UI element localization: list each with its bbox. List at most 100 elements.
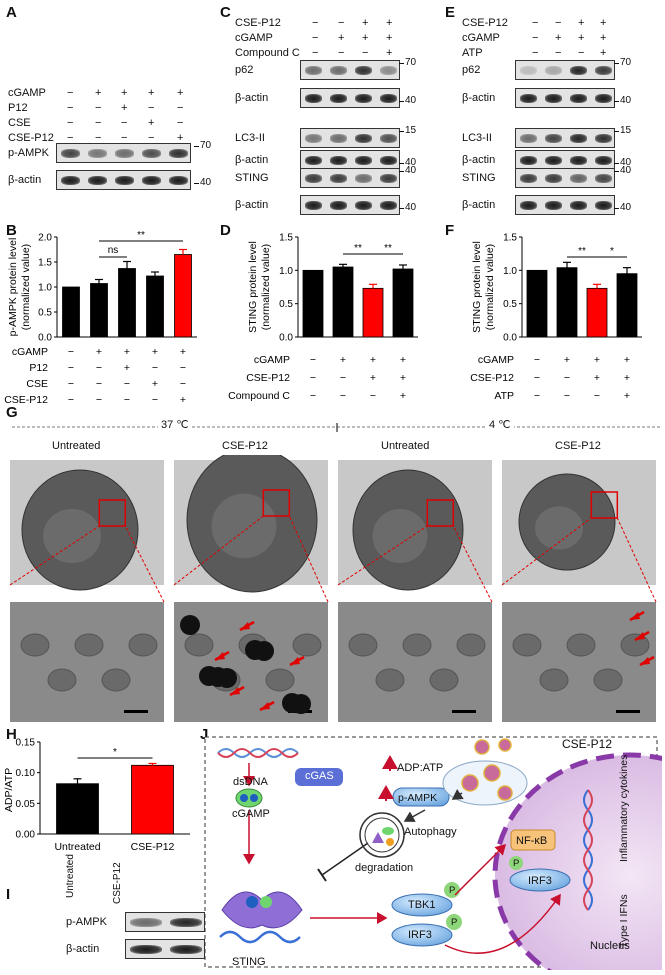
treatment-sign: − (95, 132, 102, 144)
blot-strip (515, 60, 615, 80)
blot-band (545, 134, 562, 143)
treatment-sign: + (177, 87, 184, 99)
blot-band (170, 945, 202, 954)
treatment-sign: − (312, 32, 319, 44)
treatment-sign: − (532, 47, 539, 59)
treatment-label: cGAMP (8, 87, 46, 99)
treatment-sign: + (400, 354, 406, 366)
y-tick-label: 0.0 (503, 333, 517, 344)
sig-label: ns (108, 245, 119, 256)
treatment-sign: + (362, 32, 369, 44)
zoom-guide (452, 525, 493, 603)
chart-d: 0.0 0.5 1.0 1.5 STING protein level (normaliz… (228, 233, 418, 402)
nucleus (535, 506, 583, 550)
organelle (375, 668, 405, 692)
sig-label: * (610, 246, 614, 257)
em-zoom (502, 602, 656, 722)
y-tick-label: 1.0 (279, 266, 293, 277)
mw-marker: 40 (398, 202, 417, 213)
blot-band (595, 201, 612, 210)
blot-band (330, 156, 347, 165)
blot-band (355, 94, 372, 103)
treatment-sign: − (67, 102, 74, 114)
j-irf3-nuc-label: IRF3 (528, 875, 552, 887)
organelle (566, 633, 596, 657)
treatment-sign: − (180, 362, 186, 374)
treatment-sign: − (564, 390, 570, 402)
treatment-sign: + (564, 354, 570, 366)
red-arrowhead (230, 687, 240, 695)
blot-strip (300, 195, 400, 215)
organelle (539, 668, 569, 692)
mw-marker: 70 (398, 57, 417, 68)
nanoparticle (180, 615, 200, 635)
treatment-sign: − (68, 378, 74, 390)
bar (526, 269, 548, 338)
treatment-sign: − (532, 32, 539, 44)
treatment-label: CSE-P12 (246, 372, 290, 384)
bar (586, 287, 608, 338)
temp-37-label: 37 ℃ (158, 419, 192, 431)
nucleus (211, 493, 277, 559)
y-tick-label: 1.5 (279, 233, 293, 244)
blot-label: p62 (235, 64, 254, 76)
organelle (292, 633, 322, 657)
blot-band (305, 66, 322, 75)
treatment-sign: − (68, 346, 74, 358)
mw-marker: 70 (613, 57, 632, 68)
blot-strip (515, 195, 615, 215)
treatment-label: CSE-P12 (470, 372, 514, 384)
j-sting-label: STING (232, 956, 266, 968)
red-arrowhead (630, 612, 640, 620)
treatment-sign: − (177, 102, 184, 114)
blot-band (355, 156, 372, 165)
treatment-sign: − (362, 47, 369, 59)
j-cytokines-label: Inflammatory cytokines (618, 754, 630, 862)
treatment-sign: + (624, 354, 630, 366)
em-zoom (10, 602, 164, 722)
bar (174, 254, 192, 338)
mw-marker: 15 (398, 125, 417, 136)
y-tick-label: 1.0 (503, 266, 517, 277)
treatment-sign: − (370, 390, 376, 402)
treatment-label: ATP (494, 390, 514, 402)
treatment-sign: + (96, 346, 102, 358)
treatment-sign: − (124, 378, 130, 390)
treatment-label: Compound C (228, 390, 290, 402)
y-axis-label-2: (normalized value) (484, 244, 496, 330)
panel-label-e: E (445, 4, 456, 21)
treatment-sign: − (534, 372, 540, 384)
blot-band (305, 201, 322, 210)
blot-band (520, 201, 537, 210)
bar (332, 266, 354, 338)
blot-band (545, 94, 562, 103)
j-irf3-label: IRF3 (408, 929, 432, 941)
y-tick-label: 1.5 (38, 258, 52, 269)
treatment-sign: − (177, 117, 184, 129)
zoom-guide (337, 525, 428, 586)
y-tick-label: 0.05 (16, 799, 36, 810)
treatment-sign: − (180, 378, 186, 390)
treatment-sign: + (578, 17, 585, 29)
treatment-sign: + (340, 354, 346, 366)
blot-label: p-AMPK (8, 147, 49, 159)
treatment-sign: − (121, 132, 128, 144)
treatment-label: CSE-P12 (8, 132, 54, 144)
panel-i-col-1: Untreated (65, 854, 76, 898)
y-tick-label: 0.0 (279, 333, 293, 344)
bar (62, 286, 80, 338)
j-ifn-label: Type I IFNs (618, 894, 630, 948)
blot-band (380, 201, 397, 210)
treatment-sign: + (338, 32, 345, 44)
treatment-sign: − (312, 47, 319, 59)
organelle (184, 633, 214, 657)
blot-band (330, 201, 347, 210)
blot-band (88, 149, 107, 158)
zoom-box (426, 499, 455, 527)
blot-band (520, 94, 537, 103)
blot-band (520, 66, 537, 75)
zoom-guide (288, 515, 329, 603)
treatment-sign: + (400, 372, 406, 384)
blot-strip (515, 128, 615, 148)
y-tick-label: 0.15 (16, 738, 36, 749)
